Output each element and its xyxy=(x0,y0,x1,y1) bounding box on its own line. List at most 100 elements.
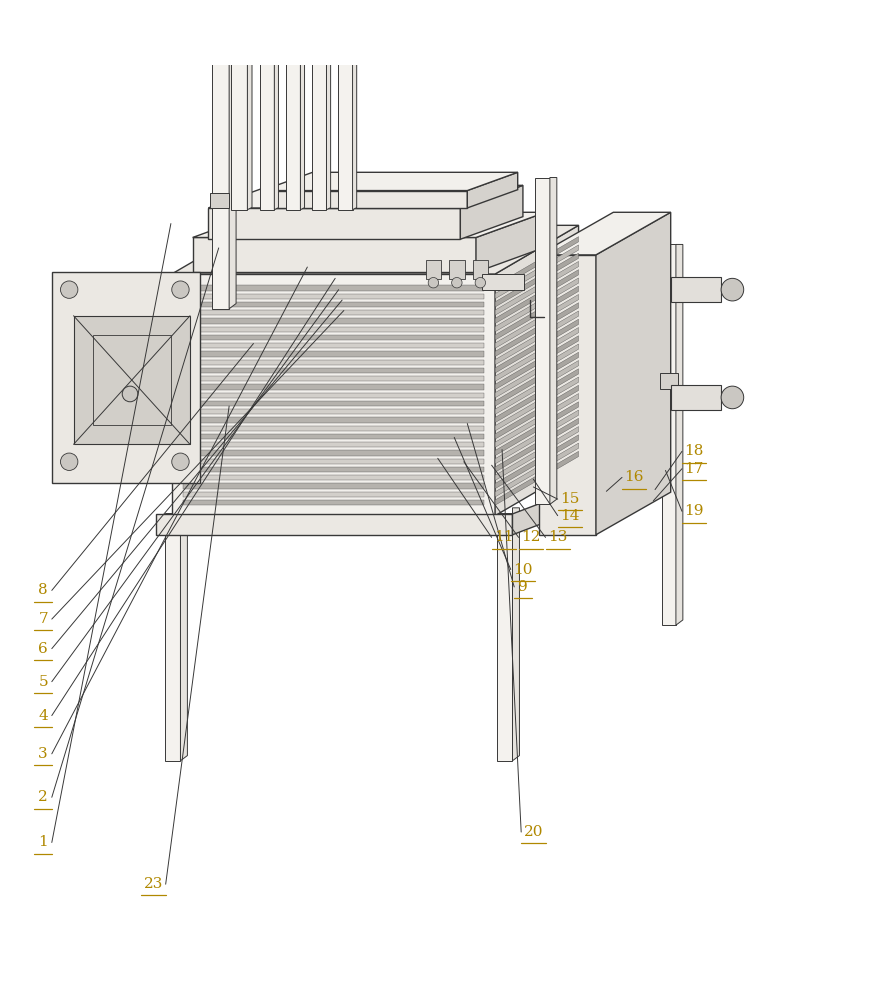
Bar xyxy=(183,409,484,414)
Bar xyxy=(183,376,484,381)
Bar xyxy=(183,302,484,307)
Text: 13: 13 xyxy=(548,530,568,544)
Polygon shape xyxy=(495,418,578,472)
Bar xyxy=(183,318,484,324)
Polygon shape xyxy=(495,311,578,365)
Polygon shape xyxy=(513,481,599,535)
Circle shape xyxy=(172,281,189,298)
Text: 5: 5 xyxy=(38,675,48,689)
Circle shape xyxy=(475,277,486,288)
Polygon shape xyxy=(495,435,578,489)
Text: 16: 16 xyxy=(624,470,644,484)
Bar xyxy=(183,442,484,447)
Bar xyxy=(212,0,229,309)
Polygon shape xyxy=(495,294,578,348)
Polygon shape xyxy=(248,0,252,210)
Bar xyxy=(449,260,465,279)
Polygon shape xyxy=(337,16,357,18)
Bar xyxy=(183,434,484,439)
Polygon shape xyxy=(495,253,578,307)
Bar xyxy=(183,483,484,489)
Polygon shape xyxy=(495,443,578,497)
Text: 11: 11 xyxy=(494,530,514,544)
Polygon shape xyxy=(326,0,330,210)
Bar xyxy=(183,343,484,348)
Polygon shape xyxy=(495,377,578,431)
Circle shape xyxy=(60,453,78,470)
Polygon shape xyxy=(495,360,578,414)
Bar xyxy=(183,450,484,456)
Polygon shape xyxy=(495,319,578,373)
Circle shape xyxy=(721,386,744,409)
Bar xyxy=(183,294,484,299)
Bar xyxy=(660,373,678,389)
Polygon shape xyxy=(495,385,578,439)
Polygon shape xyxy=(495,261,578,315)
Bar xyxy=(337,18,352,210)
Bar xyxy=(156,514,513,535)
Bar xyxy=(539,255,596,535)
Text: 2: 2 xyxy=(38,790,48,804)
Polygon shape xyxy=(495,427,578,480)
Polygon shape xyxy=(467,172,518,208)
Bar xyxy=(183,500,484,505)
Bar xyxy=(497,513,513,761)
Bar xyxy=(172,274,495,516)
Bar xyxy=(183,417,484,423)
Polygon shape xyxy=(352,16,357,210)
Polygon shape xyxy=(495,344,578,398)
Bar xyxy=(183,368,484,373)
Bar xyxy=(183,459,484,464)
Bar xyxy=(473,260,488,279)
Bar xyxy=(535,178,550,504)
Bar xyxy=(311,0,326,210)
Text: 1: 1 xyxy=(38,835,48,849)
Polygon shape xyxy=(495,245,578,299)
Polygon shape xyxy=(513,508,520,761)
Bar xyxy=(183,384,484,390)
Polygon shape xyxy=(495,286,578,340)
Bar xyxy=(183,401,484,406)
Bar xyxy=(183,393,484,398)
Polygon shape xyxy=(495,303,578,357)
Polygon shape xyxy=(495,237,578,291)
Bar xyxy=(482,274,524,290)
Polygon shape xyxy=(495,352,578,406)
Text: 4: 4 xyxy=(38,709,48,723)
Bar xyxy=(183,492,484,497)
Polygon shape xyxy=(495,369,578,423)
Bar xyxy=(210,193,229,208)
Polygon shape xyxy=(495,336,578,390)
Polygon shape xyxy=(539,212,671,255)
Bar xyxy=(183,467,484,472)
Text: 19: 19 xyxy=(685,504,704,518)
Text: 6: 6 xyxy=(38,642,48,656)
Bar xyxy=(208,208,460,239)
Polygon shape xyxy=(181,508,187,761)
Polygon shape xyxy=(495,451,578,505)
Polygon shape xyxy=(172,225,578,274)
Bar xyxy=(662,244,676,625)
Bar xyxy=(671,277,721,302)
Text: 14: 14 xyxy=(560,509,580,523)
Bar xyxy=(426,260,441,279)
Bar xyxy=(183,285,484,291)
Circle shape xyxy=(60,281,78,298)
Text: 17: 17 xyxy=(685,462,704,476)
Bar xyxy=(183,360,484,365)
Polygon shape xyxy=(262,172,518,191)
Circle shape xyxy=(721,278,744,301)
Text: 9: 9 xyxy=(518,580,528,594)
Text: 7: 7 xyxy=(38,612,48,626)
Polygon shape xyxy=(495,327,578,381)
Polygon shape xyxy=(193,212,546,237)
Bar xyxy=(165,513,181,761)
Bar xyxy=(183,335,484,340)
Text: 10: 10 xyxy=(514,563,533,577)
Text: 20: 20 xyxy=(523,825,543,839)
Polygon shape xyxy=(300,0,304,210)
Bar xyxy=(193,237,476,272)
Polygon shape xyxy=(495,394,578,447)
Bar xyxy=(183,310,484,315)
Bar xyxy=(262,191,467,208)
